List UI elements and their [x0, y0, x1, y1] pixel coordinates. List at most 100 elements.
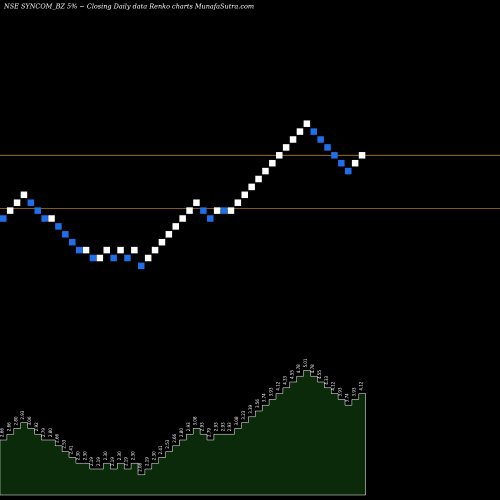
- volume-label: 2.53: [62, 439, 67, 448]
- volume-label: 2.80: [13, 416, 18, 425]
- volume-label: 2.80: [179, 428, 184, 437]
- volume-label: 2.93: [186, 422, 191, 431]
- down-brick: [89, 254, 97, 262]
- down-brick: [310, 128, 317, 135]
- up-brick: [296, 128, 304, 135]
- volume-label: 4.78: [310, 364, 315, 373]
- volume-label: 2.66: [55, 433, 60, 442]
- volume-label: 2.93: [20, 410, 25, 419]
- up-brick: [303, 120, 311, 127]
- down-brick: [220, 207, 228, 214]
- up-brick: [262, 167, 269, 175]
- volume-label: 2.19: [89, 457, 94, 466]
- volume-label: 2.30: [75, 451, 80, 460]
- volume-label: 2.19: [124, 457, 129, 466]
- volume-label: 4.12: [276, 381, 281, 390]
- down-brick: [317, 136, 324, 143]
- volume-label: 2.66: [0, 428, 5, 437]
- up-brick: [248, 183, 255, 191]
- volume-label: 4.55: [317, 370, 322, 379]
- down-brick: [62, 231, 69, 238]
- down-brick: [138, 262, 145, 270]
- volume-label: 3.06: [27, 416, 32, 425]
- down-brick: [110, 254, 117, 262]
- up-brick: [82, 246, 90, 254]
- up-brick: [131, 246, 138, 254]
- volume-label: 2.53: [165, 439, 170, 448]
- volume-label: 2.93: [213, 422, 218, 431]
- volume-label: 2.19: [110, 457, 115, 466]
- down-brick: [75, 246, 83, 254]
- volume-label: 3.74: [262, 393, 267, 402]
- volume-label: 2.30: [151, 451, 156, 460]
- up-brick: [103, 246, 110, 254]
- up-brick: [213, 207, 221, 214]
- volume-label: 2.92: [34, 422, 39, 431]
- volume-label: 2.93: [227, 422, 232, 431]
- up-brick: [289, 136, 297, 143]
- up-brick: [151, 246, 159, 254]
- renko-bricks: [0, 120, 366, 270]
- up-brick: [234, 199, 242, 206]
- up-brick: [351, 159, 359, 167]
- volume-label: 4.55: [289, 370, 294, 379]
- volume-label: 2.41: [158, 445, 163, 454]
- down-brick: [0, 215, 7, 222]
- volume-label: 3.93: [338, 387, 343, 396]
- volume-label: 2.30: [117, 451, 122, 460]
- volume-label: 2.30: [82, 451, 87, 460]
- up-brick: [20, 191, 28, 199]
- up-brick: [241, 191, 248, 199]
- down-brick: [27, 199, 35, 206]
- volume-label: 4.12: [358, 381, 363, 390]
- volume-label: 2.30: [103, 451, 108, 460]
- volume-label: 3.93: [269, 387, 274, 396]
- up-brick: [117, 246, 124, 254]
- up-brick: [48, 215, 55, 222]
- up-brick: [276, 152, 283, 159]
- down-brick: [345, 167, 352, 175]
- up-brick: [172, 223, 179, 230]
- chart-title: NSE SYNCOM_BZ 5% ~ Closing Daily data Re…: [3, 3, 254, 11]
- down-brick: [200, 207, 207, 214]
- volume-label: 2.93: [200, 422, 205, 431]
- down-brick: [324, 144, 331, 151]
- volume-label: 2.93: [220, 422, 225, 431]
- volume-label: 3.56: [255, 399, 260, 408]
- volume-label: 2.19: [144, 457, 149, 466]
- volume-label: 3.08: [193, 416, 198, 425]
- up-brick: [186, 207, 193, 214]
- volume-area: [0, 370, 366, 496]
- volume-label: 4.78: [296, 364, 301, 373]
- volume-label: 5.01: [303, 358, 308, 367]
- down-brick: [41, 215, 48, 222]
- volume-label: 4.33: [282, 375, 287, 384]
- volume-label: 3.39: [248, 404, 253, 413]
- volume-label: 2.41: [69, 445, 74, 454]
- volume-labels: 2.662.662.802.933.062.922.79 2.802.662.53…: [0, 358, 363, 472]
- volume-label: 4.12: [331, 381, 336, 390]
- volume-label: 4.33: [324, 375, 329, 384]
- down-brick: [124, 254, 131, 262]
- up-brick: [269, 159, 276, 167]
- volume-label: 2.30: [131, 451, 136, 460]
- down-brick: [338, 159, 345, 167]
- volume-label: 2.79: [207, 428, 212, 437]
- up-brick: [96, 254, 104, 262]
- up-brick: [144, 254, 152, 262]
- up-brick: [158, 238, 166, 246]
- down-brick: [34, 207, 41, 214]
- volume-area-path: [0, 370, 366, 496]
- volume-label: 2.08: [138, 462, 143, 471]
- down-brick: [207, 215, 214, 222]
- level-lines: [0, 154, 500, 210]
- down-brick: [69, 238, 76, 246]
- up-brick: [358, 152, 366, 159]
- volume-label: 3.23: [241, 410, 246, 419]
- volume-label: 2.66: [6, 422, 11, 431]
- up-brick: [6, 207, 14, 214]
- down-brick: [55, 223, 62, 230]
- volume-label: 3.93: [351, 387, 356, 396]
- volume-label: 2.80: [48, 428, 53, 437]
